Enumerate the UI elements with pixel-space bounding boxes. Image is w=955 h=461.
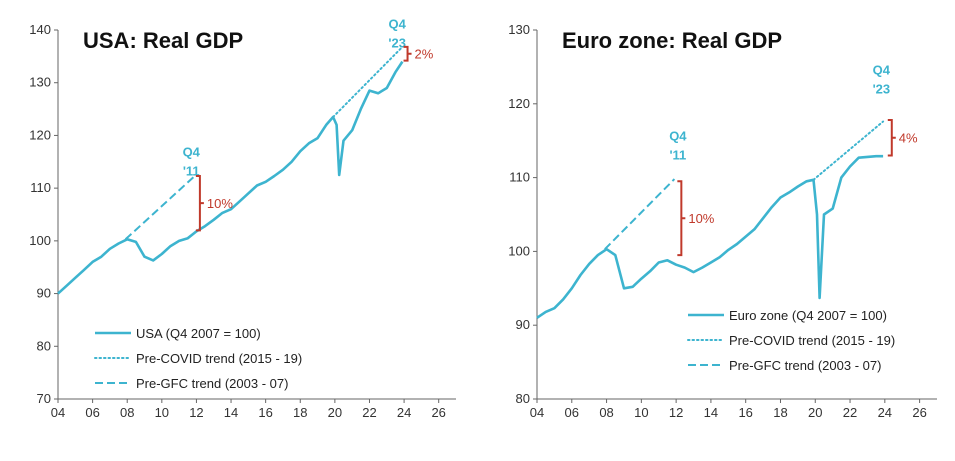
legend-label: Pre-COVID trend (2015 - 19)	[729, 333, 895, 348]
series-line-dotted	[812, 120, 885, 181]
y-tick-label: 130	[29, 75, 51, 90]
legend: Euro zone (Q4 2007 = 100) Pre-COVID trend…	[687, 308, 895, 373]
y-tick-label: 90	[37, 286, 51, 301]
y-tick-label: 110	[509, 170, 530, 185]
gap-percent-label: 2%	[415, 47, 434, 62]
y-tick-label: 120	[508, 96, 530, 111]
x-tick-label: 20	[808, 405, 822, 420]
legend-label: Pre-COVID trend (2015 - 19)	[136, 351, 302, 366]
gap-percent-label: 4%	[899, 131, 918, 146]
x-tick-label: 22	[362, 405, 376, 420]
y-tick-label: 120	[29, 127, 51, 142]
x-tick-label: 06	[85, 405, 99, 420]
annotation-date-label: '23	[388, 35, 406, 50]
y-tick-label: 130	[508, 22, 530, 37]
x-tick-label: 20	[328, 405, 342, 420]
y-tick-label: 90	[516, 317, 530, 332]
x-tick-label: 24	[397, 405, 411, 420]
series-line-dashed	[604, 178, 676, 250]
y-tick-label: 100	[508, 243, 530, 258]
y-tick-label: 100	[29, 233, 51, 248]
legend-label: Pre-GFC trend (2003 - 07)	[729, 358, 881, 373]
y-tick-label: 80	[516, 391, 530, 406]
legend-label: USA (Q4 2007 = 100)	[136, 326, 261, 341]
x-tick-label: 08	[599, 405, 613, 420]
x-tick-label: 14	[704, 405, 718, 420]
y-tick-label: 80	[37, 338, 51, 353]
x-tick-label: 18	[293, 405, 307, 420]
x-tick-label: 18	[773, 405, 787, 420]
y-tick-label: 70	[37, 391, 51, 406]
x-tick-label: 08	[120, 405, 134, 420]
x-tick-label: 04	[530, 405, 544, 420]
chart-title: Euro zone: Real GDP	[562, 28, 782, 53]
gap-bracket	[887, 119, 896, 157]
chart-title: USA: Real GDP	[83, 28, 243, 53]
legend-label: Euro zone (Q4 2007 = 100)	[729, 308, 887, 323]
gap-bracket	[195, 175, 204, 232]
y-tick-label: 140	[29, 22, 51, 37]
x-tick-label: 06	[565, 405, 579, 420]
x-tick-label: 26	[431, 405, 445, 420]
annotation-date-label: Q4	[183, 145, 201, 160]
legend: USA (Q4 2007 = 100) Pre-COVID trend (2015…	[94, 326, 302, 391]
gap-bracket	[677, 180, 686, 257]
annotation-date-label: '11	[669, 148, 686, 163]
series-line-solid	[57, 60, 404, 295]
chart-panel-2: 80 90 100 110 120 130 04 06 08 10 12 14 16 18 20 22 24 26…	[508, 22, 937, 420]
x-tick-label: 10	[155, 405, 169, 420]
x-tick-label: 04	[51, 405, 65, 420]
x-tick-label: 10	[634, 405, 648, 420]
x-tick-label: 22	[843, 405, 857, 420]
y-tick-label: 110	[30, 180, 51, 195]
annotation-date-label: Q4	[388, 16, 406, 31]
series-line-dashed	[124, 175, 196, 241]
x-tick-label: 24	[878, 405, 892, 420]
annotation-date-label: Q4	[873, 62, 891, 77]
x-tick-label: 16	[738, 405, 752, 420]
gap-bracket	[403, 45, 412, 62]
x-tick-label: 12	[189, 405, 203, 420]
gap-percent-label: 10%	[688, 211, 714, 226]
chart-panel-1: 70 80 90 100 110 120 130 140 04 06 08 10 12 14 16 18 20 2…	[29, 16, 456, 420]
legend-label: Pre-GFC trend (2003 - 07)	[136, 376, 288, 391]
annotation-date-label: Q4	[669, 129, 687, 144]
x-tick-label: 26	[912, 405, 926, 420]
annotation-date-label: '11	[183, 164, 200, 179]
series-line-dotted	[332, 45, 404, 118]
x-tick-label: 16	[258, 405, 272, 420]
x-tick-label: 12	[669, 405, 683, 420]
gap-percent-label: 10%	[207, 196, 233, 211]
series-line-solid	[536, 154, 884, 319]
annotation-date-label: '23	[873, 81, 891, 96]
x-tick-label: 14	[224, 405, 238, 420]
